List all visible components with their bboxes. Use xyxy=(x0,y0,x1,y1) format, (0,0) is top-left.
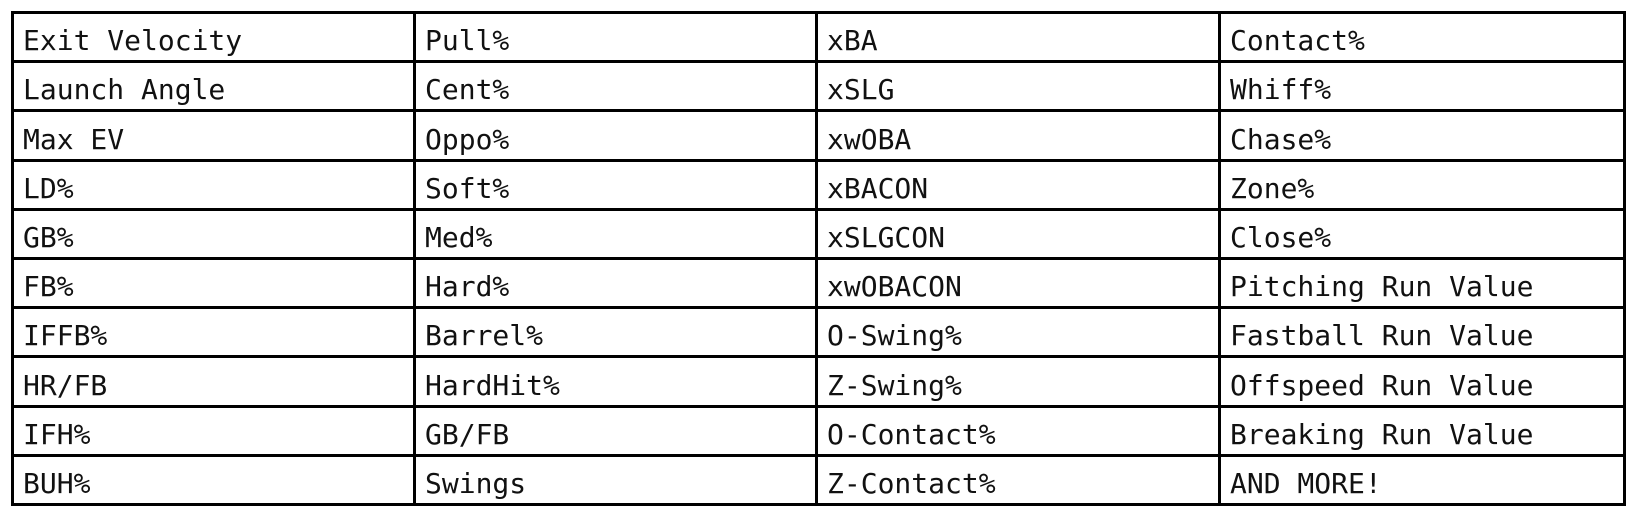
metric-label: Med% xyxy=(425,220,493,254)
table-row: FB% Hard% xwOBACON Pitching Run Value xyxy=(11,256,1626,310)
metric-label: AND MORE! xyxy=(1230,466,1382,500)
metric-cell: xSLG xyxy=(815,60,1221,113)
table-row: HR/FB HardHit% Z-Swing% Offspeed Run Val… xyxy=(11,355,1626,408)
metric-label: Whiff% xyxy=(1230,73,1332,107)
metric-label: xSLG xyxy=(827,73,895,107)
metric-cell: Whiff% xyxy=(1218,60,1626,113)
metric-cell: Z-Swing% xyxy=(815,355,1221,408)
metrics-table-container: Exit Velocity Pull% xBA Contact% Launch … xyxy=(11,10,1626,506)
metric-label: Contact% xyxy=(1230,24,1365,58)
metric-cell: GB% xyxy=(11,207,416,260)
metric-label: xBA xyxy=(827,24,878,58)
metric-label: xwOBACON xyxy=(827,270,962,304)
metric-cell: GB/FB xyxy=(413,404,818,457)
table-row: GB% Med% xSLGCON Close% xyxy=(11,207,1626,260)
metric-cell: AND MORE! xyxy=(1218,453,1626,506)
metric-label: Oppo% xyxy=(425,122,510,156)
metric-label: Z-Contact% xyxy=(827,466,996,500)
table-row: Exit Velocity Pull% xBA Contact% xyxy=(11,10,1626,64)
metric-label: Cent% xyxy=(425,73,510,107)
metric-cell: Swings xyxy=(413,453,818,506)
metric-label: IFH% xyxy=(23,417,91,451)
metric-cell: Breaking Run Value xyxy=(1218,404,1626,457)
table-row: LD% Soft% xBACON Zone% xyxy=(11,158,1626,211)
metric-label: xwOBA xyxy=(827,122,912,156)
metric-cell: Max EV xyxy=(11,109,416,162)
metric-cell: IFFB% xyxy=(11,306,416,359)
metric-cell: LD% xyxy=(11,158,416,211)
metric-cell: xSLGCON xyxy=(815,207,1221,260)
metric-cell: Contact% xyxy=(1218,10,1626,64)
metric-label: O-Contact% xyxy=(827,417,996,451)
metric-label: GB% xyxy=(23,220,74,254)
metric-cell: HR/FB xyxy=(11,355,416,408)
metric-cell: Fastball Run Value xyxy=(1218,306,1626,359)
metric-label: HardHit% xyxy=(425,368,560,402)
metric-cell: Pitching Run Value xyxy=(1218,256,1626,310)
metric-cell: O-Contact% xyxy=(815,404,1221,457)
table-row: IFFB% Barrel% O-Swing% Fastball Run Valu… xyxy=(11,306,1626,359)
metric-label: Pull% xyxy=(425,24,510,58)
metric-cell: Oppo% xyxy=(413,109,818,162)
table-row: IFH% GB/FB O-Contact% Breaking Run Value xyxy=(11,404,1626,457)
metric-label: Launch Angle xyxy=(23,73,226,107)
metric-cell: Barrel% xyxy=(413,306,818,359)
metric-cell: BUH% xyxy=(11,453,416,506)
metric-cell: O-Swing% xyxy=(815,306,1221,359)
table-row: Launch Angle Cent% xSLG Whiff% xyxy=(11,60,1626,113)
metric-label: Offspeed Run Value xyxy=(1230,368,1534,402)
metric-label: FB% xyxy=(23,270,74,304)
metric-label: xSLGCON xyxy=(827,220,946,254)
metric-label: HR/FB xyxy=(23,368,108,402)
metric-cell: Cent% xyxy=(413,60,818,113)
metric-label: Zone% xyxy=(1230,171,1315,205)
metric-cell: Zone% xyxy=(1218,158,1626,211)
metric-cell: xBACON xyxy=(815,158,1221,211)
metric-label: GB/FB xyxy=(425,417,510,451)
metric-label: O-Swing% xyxy=(827,319,962,353)
metric-cell: Launch Angle xyxy=(11,60,416,113)
metric-cell: Chase% xyxy=(1218,109,1626,162)
metric-label: Swings xyxy=(425,466,527,500)
metric-cell: Hard% xyxy=(413,256,818,310)
metric-label: Barrel% xyxy=(425,319,544,353)
metric-cell: FB% xyxy=(11,256,416,310)
metric-label: xBACON xyxy=(827,171,929,205)
metric-label: Breaking Run Value xyxy=(1230,417,1534,451)
metric-label: Z-Swing% xyxy=(827,368,962,402)
metric-cell: Z-Contact% xyxy=(815,453,1221,506)
metric-label: Chase% xyxy=(1230,122,1332,156)
baseball-metrics-table: Exit Velocity Pull% xBA Contact% Launch … xyxy=(11,10,1626,506)
metric-label: Max EV xyxy=(23,122,125,156)
metric-label: Pitching Run Value xyxy=(1230,270,1534,304)
metric-label: BUH% xyxy=(23,466,91,500)
metric-cell: Close% xyxy=(1218,207,1626,260)
table-row: BUH% Swings Z-Contact% AND MORE! xyxy=(11,453,1626,506)
metric-label: Fastball Run Value xyxy=(1230,319,1534,353)
metric-label: LD% xyxy=(23,171,74,205)
table-row: Max EV Oppo% xwOBA Chase% xyxy=(11,109,1626,162)
metric-label: Hard% xyxy=(425,270,510,304)
metric-label: Soft% xyxy=(425,171,510,205)
metric-cell: xwOBACON xyxy=(815,256,1221,310)
metric-cell: Exit Velocity xyxy=(11,10,416,64)
metric-label: IFFB% xyxy=(23,319,108,353)
metric-cell: xwOBA xyxy=(815,109,1221,162)
metric-cell: IFH% xyxy=(11,404,416,457)
metric-cell: Med% xyxy=(413,207,818,260)
metric-label: Close% xyxy=(1230,220,1332,254)
metrics-table-body: Exit Velocity Pull% xBA Contact% Launch … xyxy=(11,10,1626,506)
metric-cell: Pull% xyxy=(413,10,818,64)
metric-label: Exit Velocity xyxy=(23,24,243,58)
metric-cell: HardHit% xyxy=(413,355,818,408)
metric-cell: Offspeed Run Value xyxy=(1218,355,1626,408)
metric-cell: Soft% xyxy=(413,158,818,211)
metric-cell: xBA xyxy=(815,10,1221,64)
